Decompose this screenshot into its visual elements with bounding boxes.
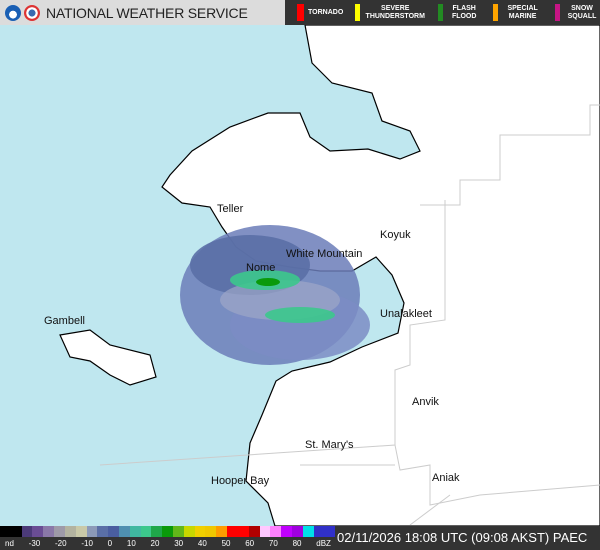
color-scale bbox=[0, 526, 336, 537]
scale-swatch bbox=[227, 526, 238, 537]
warning-label: TORNADO bbox=[308, 8, 344, 16]
scale-swatch bbox=[108, 526, 119, 537]
scale-tick: 40 bbox=[197, 539, 207, 548]
scale-tick: 80 bbox=[292, 539, 302, 548]
nws-logo-icon bbox=[24, 4, 40, 21]
scale-swatch bbox=[173, 526, 184, 537]
scale-swatch bbox=[32, 526, 44, 537]
city-label-nome: Nome bbox=[246, 262, 276, 274]
city-label-st-mary-s: St. Mary's bbox=[305, 439, 354, 451]
scale-swatch bbox=[10, 526, 22, 537]
city-label-koyuk: Koyuk bbox=[380, 229, 411, 241]
warning-label: FLASH FLOOD bbox=[451, 4, 477, 20]
scale-swatch bbox=[54, 526, 65, 537]
noaa-logo-icon bbox=[5, 4, 21, 21]
warning-snow-squall: SNOW SQUALL bbox=[555, 4, 600, 21]
scale-swatch bbox=[237, 526, 249, 537]
scale-ticks: nd -30 -20 -10 0 10 20 30 40 50 60 70 80 dBZ bbox=[0, 537, 335, 548]
scale-tick: -10 bbox=[81, 539, 93, 548]
borough-borders bbox=[99, 104, 600, 526]
scale-swatch bbox=[291, 526, 303, 537]
scale-tick: nd bbox=[5, 539, 14, 548]
station-id: PAEC bbox=[552, 530, 588, 545]
scale-swatch bbox=[43, 526, 55, 537]
scale-tick: 10 bbox=[126, 539, 136, 548]
scale-swatch bbox=[162, 526, 173, 537]
timestamp: 02/11/2026 18:08 UTC (09:08 AKST) PAEC bbox=[337, 530, 587, 545]
scale-tick: -30 bbox=[28, 539, 41, 548]
scale-swatch bbox=[64, 526, 76, 537]
radar-map[interactable] bbox=[0, 25, 600, 526]
scale-swatch bbox=[313, 526, 325, 537]
scale-swatch bbox=[0, 526, 11, 537]
scale-swatch bbox=[118, 526, 130, 537]
warning-legend: TORNADO SEVERE THUNDERSTORM FLASH FLOOD SPE… bbox=[285, 0, 600, 25]
city-label-gambell: Gambell bbox=[44, 315, 85, 327]
scale-tick: -20 bbox=[55, 539, 67, 548]
scale-swatch bbox=[302, 526, 314, 537]
scale-tick: 50 bbox=[221, 539, 231, 548]
scale-swatch bbox=[216, 526, 228, 537]
scale-swatch bbox=[75, 526, 87, 537]
brand: NATIONAL WEATHER SERVICE bbox=[0, 0, 285, 25]
scale-swatch bbox=[86, 526, 98, 537]
scale-tick: 60 bbox=[245, 539, 255, 548]
time-text: 02/11/2026 18:08 UTC (09:08 AKST) bbox=[337, 530, 550, 545]
scale-swatch bbox=[281, 526, 292, 537]
city-label-white-mountain: White Mountain bbox=[286, 248, 363, 260]
warning-label: SNOW SQUALL bbox=[567, 4, 597, 20]
warning-label: SPECIAL MARINE bbox=[507, 4, 538, 20]
warning-severe-thunderstorm: SEVERE THUNDERSTORM bbox=[355, 4, 426, 21]
scale-swatch bbox=[151, 526, 163, 537]
city-label-hooper-bay: Hooper Bay bbox=[211, 475, 270, 487]
status-bar: nd -30 -20 -10 0 10 20 30 40 50 60 70 80 dBZ 02/11/20… bbox=[0, 526, 600, 550]
warning-swatch bbox=[438, 4, 444, 21]
scale-swatch bbox=[21, 526, 33, 537]
reflectivity-legend: nd -30 -20 -10 0 10 20 30 40 50 60 70 80 dBZ bbox=[0, 526, 336, 550]
site-title: NATIONAL WEATHER SERVICE bbox=[46, 4, 248, 21]
city-label-unalakleet: Unalakleet bbox=[380, 308, 432, 320]
scale-swatch bbox=[183, 526, 195, 537]
warning-special-marine: SPECIAL MARINE bbox=[493, 4, 543, 21]
scale-swatch bbox=[270, 526, 282, 537]
warning-label: SEVERE THUNDERSTORM bbox=[365, 4, 425, 20]
scale-swatch bbox=[97, 526, 109, 537]
scale-swatch bbox=[259, 526, 271, 537]
warning-flash-flood: FLASH FLOOD bbox=[438, 4, 481, 21]
city-label-teller: Teller bbox=[217, 203, 244, 215]
city-label-aniak: Aniak bbox=[432, 472, 460, 484]
header-bar: NATIONAL WEATHER SERVICE TORNADO SEVERE T… bbox=[0, 0, 600, 25]
scale-swatch bbox=[248, 526, 260, 537]
scale-swatch bbox=[140, 526, 152, 537]
radar-echoes bbox=[180, 225, 370, 365]
scale-tick: 30 bbox=[174, 539, 184, 548]
warning-swatch bbox=[355, 4, 361, 21]
warning-tornado: TORNADO bbox=[297, 4, 343, 21]
st-lawrence-island bbox=[59, 329, 157, 386]
scale-tick: 70 bbox=[268, 539, 278, 548]
city-label-anvik: Anvik bbox=[412, 396, 439, 408]
scale-swatch bbox=[324, 526, 336, 537]
warning-swatch bbox=[297, 4, 304, 21]
scale-swatch bbox=[194, 526, 206, 537]
scale-tick: 0 bbox=[107, 539, 113, 548]
scale-swatch bbox=[205, 526, 217, 537]
warning-swatch bbox=[493, 4, 499, 21]
scale-tick: dBZ bbox=[316, 539, 331, 548]
scale-swatch bbox=[129, 526, 141, 537]
scale-tick: 20 bbox=[150, 539, 160, 548]
warning-swatch bbox=[555, 4, 560, 21]
